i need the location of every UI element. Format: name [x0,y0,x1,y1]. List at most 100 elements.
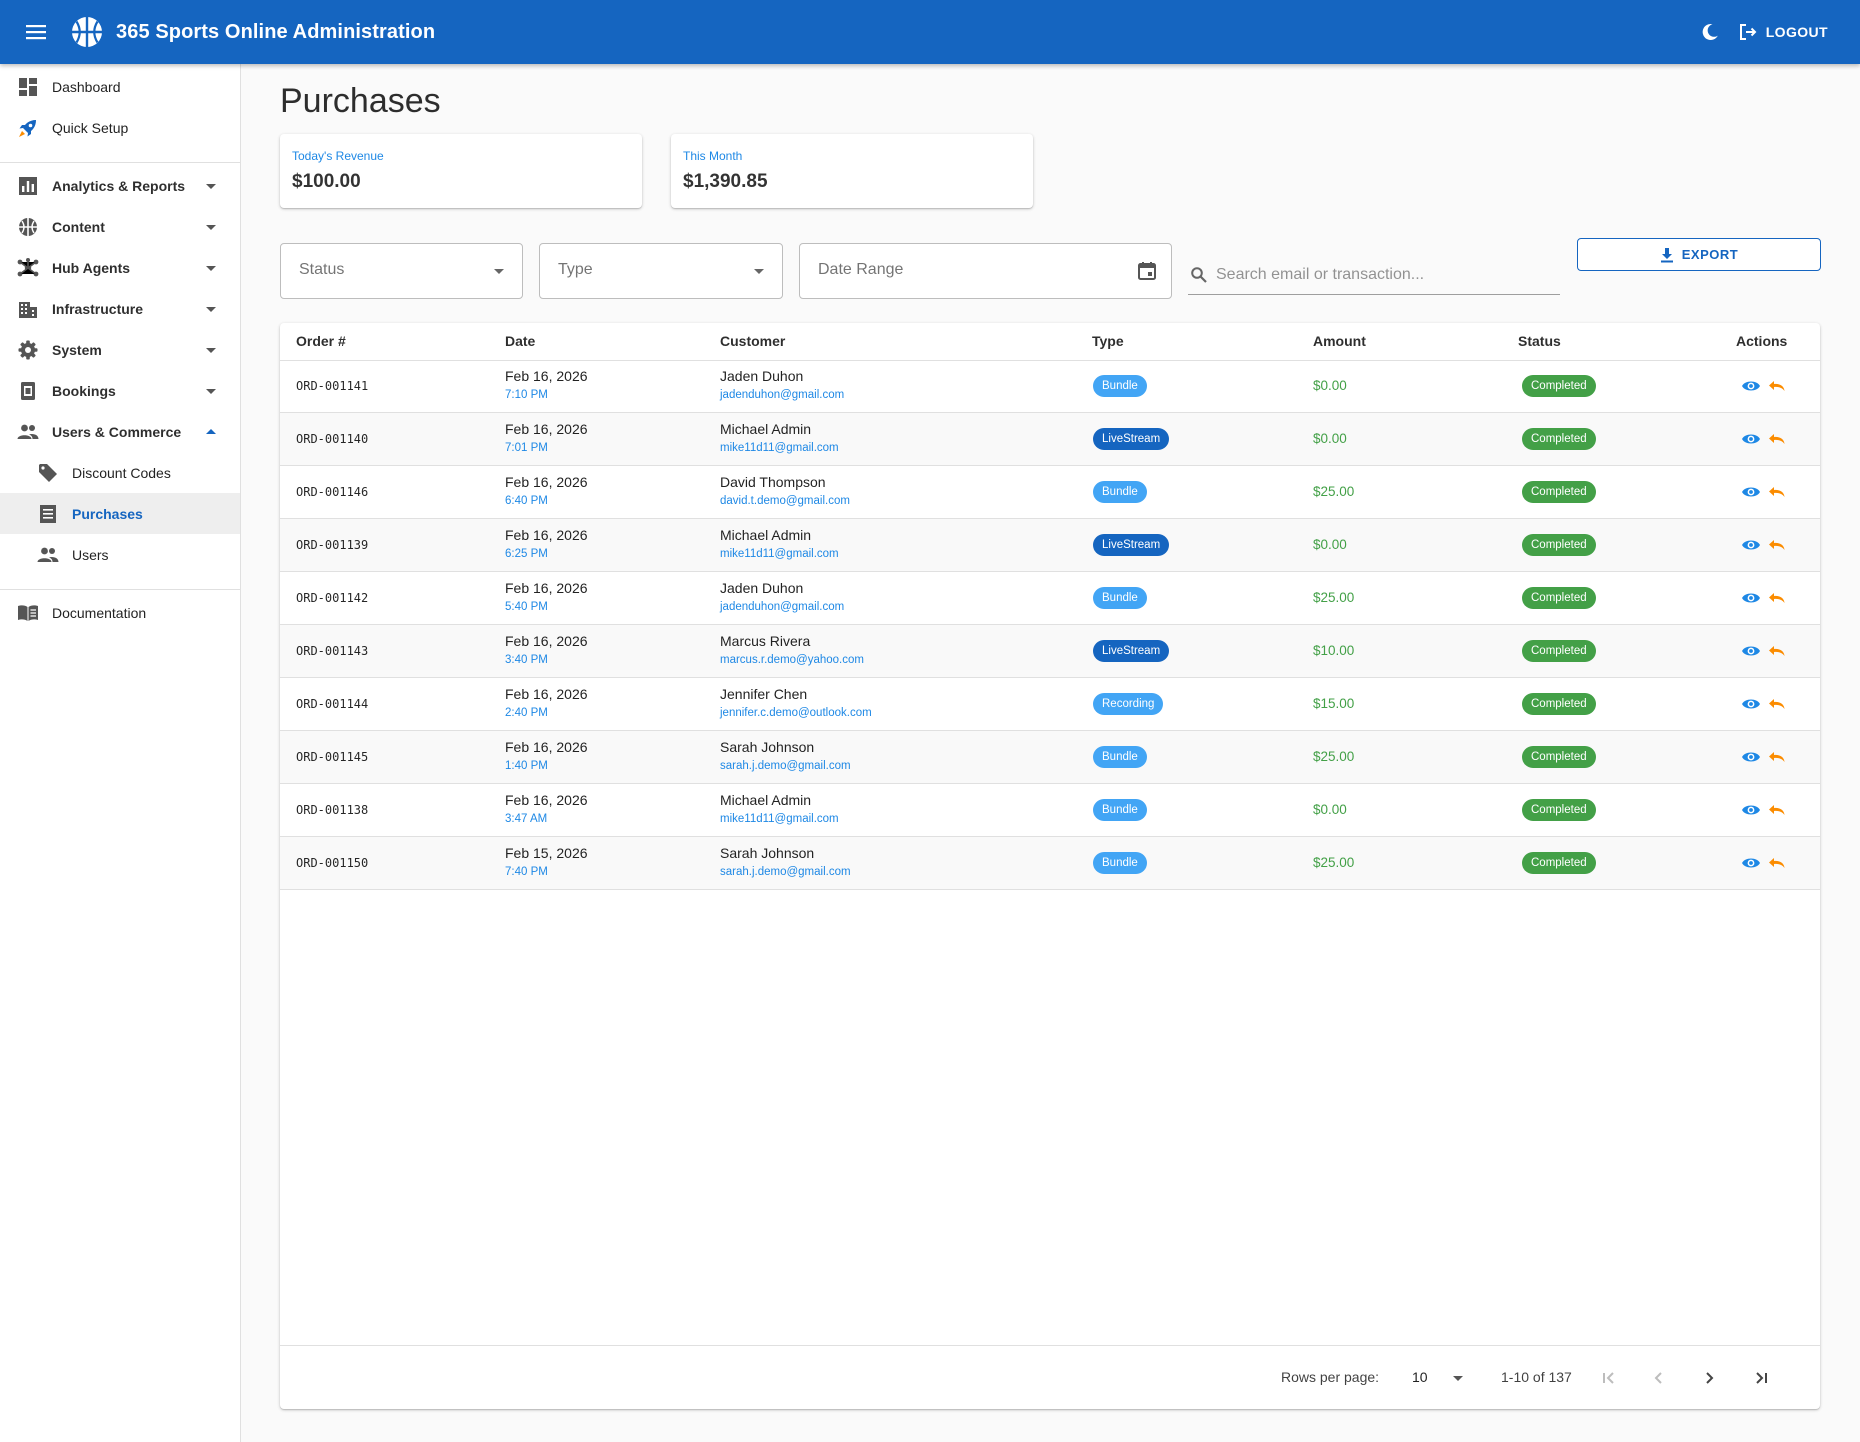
column-header-date[interactable]: Date [505,333,536,349]
table-row[interactable]: ORD-001144 Feb 16, 2026 2:40 PM Jennifer Ch… [280,678,1820,731]
view-icon[interactable] [1741,695,1761,713]
customer-email[interactable]: mike11d11@gmail.com [720,442,839,454]
refund-icon[interactable] [1767,536,1787,554]
sidebar-item-discount-codes[interactable]: Discount Codes [0,452,240,493]
chevron-down-icon [206,224,216,230]
column-header-type[interactable]: Type [1092,333,1124,349]
refund-icon[interactable] [1767,483,1787,501]
last-page-button[interactable] [1746,1363,1776,1393]
sidebar-item-documentation[interactable]: Documentation [0,592,240,633]
column-header-order[interactable]: Order # [296,333,346,349]
view-icon[interactable] [1741,589,1761,607]
refund-icon[interactable] [1767,589,1787,607]
tag-icon [37,462,59,484]
customer-email[interactable]: mike11d11@gmail.com [720,813,839,825]
customer-email[interactable]: marcus.r.demo@yahoo.com [720,654,864,666]
next-page-button[interactable] [1694,1363,1724,1393]
table-row[interactable]: ORD-001142 Feb 16, 2026 5:40 PM Jaden Duhon… [280,572,1820,625]
view-icon[interactable] [1741,801,1761,819]
status-badge: Completed [1522,428,1596,450]
sidebar-item-system[interactable]: System [0,329,240,370]
sidebar-item-hub-agents[interactable]: Hub Agents [0,247,240,288]
sidebar-item-purchases[interactable]: Purchases [0,493,240,534]
customer-email[interactable]: jadenduhon@gmail.com [720,389,845,401]
customer-email[interactable]: sarah.j.demo@gmail.com [720,866,851,878]
sidebar-item-label: Quick Setup [52,119,129,136]
chevron-right-icon [1706,1372,1714,1384]
refund-icon[interactable] [1767,854,1787,872]
order-date: Feb 15, 2026 [505,845,588,861]
menu-button[interactable] [18,14,54,50]
calendar-icon[interactable] [1137,261,1157,281]
customer-email[interactable]: sarah.j.demo@gmail.com [720,760,851,772]
sidebar-item-users[interactable]: Users [0,534,240,575]
sidebar-item-content[interactable]: Content [0,206,240,247]
content-icon [17,216,39,238]
type-badge: Bundle [1093,481,1147,503]
hub-icon [17,257,39,279]
refund-icon[interactable] [1767,695,1787,713]
chevron-down-icon [206,388,216,394]
sidebar-item-dashboard[interactable]: Dashboard [0,66,240,107]
column-header-amount[interactable]: Amount [1313,333,1366,349]
view-icon[interactable] [1741,377,1761,395]
customer-email[interactable]: jadenduhon@gmail.com [720,601,845,613]
type-filter-placeholder: Type [558,261,593,278]
view-icon[interactable] [1741,536,1761,554]
table-row[interactable]: ORD-001139 Feb 16, 2026 6:25 PM Michael Adm… [280,519,1820,572]
customer-email[interactable]: jennifer.c.demo@outlook.com [720,707,872,719]
search-input[interactable] [1214,260,1558,290]
type-badge: LiveStream [1093,640,1170,662]
theme-toggle-button[interactable] [1692,14,1728,50]
rows-per-page-select[interactable]: 10 [1412,1361,1472,1395]
order-date: Feb 16, 2026 [505,580,588,596]
sidebar-item-label: Content [52,218,105,235]
chevron-down-icon [1453,1376,1463,1381]
status-filter-select[interactable]: Status [280,243,523,299]
view-icon[interactable] [1741,748,1761,766]
refund-icon[interactable] [1767,377,1787,395]
sidebar-item-label: Dashboard [52,78,121,95]
previous-page-button[interactable] [1644,1363,1674,1393]
view-icon[interactable] [1741,430,1761,448]
type-filter-select[interactable]: Type [539,243,783,299]
rocket-icon [17,117,39,139]
date-range-field[interactable]: Date Range [799,243,1172,299]
customer-email[interactable]: david.t.demo@gmail.com [720,495,850,507]
first-page-button[interactable] [1594,1363,1624,1393]
view-icon[interactable] [1741,483,1761,501]
view-icon[interactable] [1741,854,1761,872]
order-date: Feb 16, 2026 [505,474,588,490]
chevron-down-icon [754,269,764,274]
table-row[interactable]: ORD-001146 Feb 16, 2026 6:40 PM David Thomp… [280,466,1820,519]
table-row[interactable]: ORD-001143 Feb 16, 2026 3:40 PM Marcus Rive… [280,625,1820,678]
sidebar-item-label: Purchases [72,505,143,522]
sidebar-item-label: Bookings [52,382,116,399]
export-button[interactable]: EXPORT [1577,238,1821,271]
sidebar-item-analytics-reports[interactable]: Analytics & Reports [0,165,240,206]
logout-button[interactable]: LOGOUT [1738,22,1828,42]
table-row[interactable]: ORD-001141 Feb 16, 2026 7:10 PM Jaden Duhon… [280,360,1820,413]
column-header-status[interactable]: Status [1518,333,1561,349]
table-row[interactable]: ORD-001150 Feb 15, 2026 7:40 PM Sarah Johns… [280,837,1820,890]
order-date: Feb 16, 2026 [505,421,588,437]
table-row[interactable]: ORD-001138 Feb 16, 2026 3:47 AM Michael Adm… [280,784,1820,837]
refund-icon[interactable] [1767,748,1787,766]
table-row[interactable]: ORD-001140 Feb 16, 2026 7:01 PM Michael Adm… [280,413,1820,466]
sidebar-item-users-commerce[interactable]: Users & Commerce [0,411,240,452]
sidebar-item-bookings[interactable]: Bookings [0,370,240,411]
column-header-customer[interactable]: Customer [720,333,786,349]
order-time: 7:01 PM [505,442,548,454]
sidebar-item-quick-setup[interactable]: Quick Setup [0,107,240,148]
view-icon[interactable] [1741,642,1761,660]
sidebar-item-infrastructure[interactable]: Infrastructure [0,288,240,329]
refund-icon[interactable] [1767,801,1787,819]
rows-per-page-value: 10 [1412,1369,1428,1385]
order-number: ORD-001138 [296,803,369,817]
refund-icon[interactable] [1767,430,1787,448]
customer-email[interactable]: mike11d11@gmail.com [720,548,839,560]
refund-icon[interactable] [1767,642,1787,660]
table-row[interactable]: ORD-001145 Feb 16, 2026 1:40 PM Sarah Johns… [280,731,1820,784]
gear-icon [17,339,39,361]
order-number: ORD-001150 [296,856,369,870]
